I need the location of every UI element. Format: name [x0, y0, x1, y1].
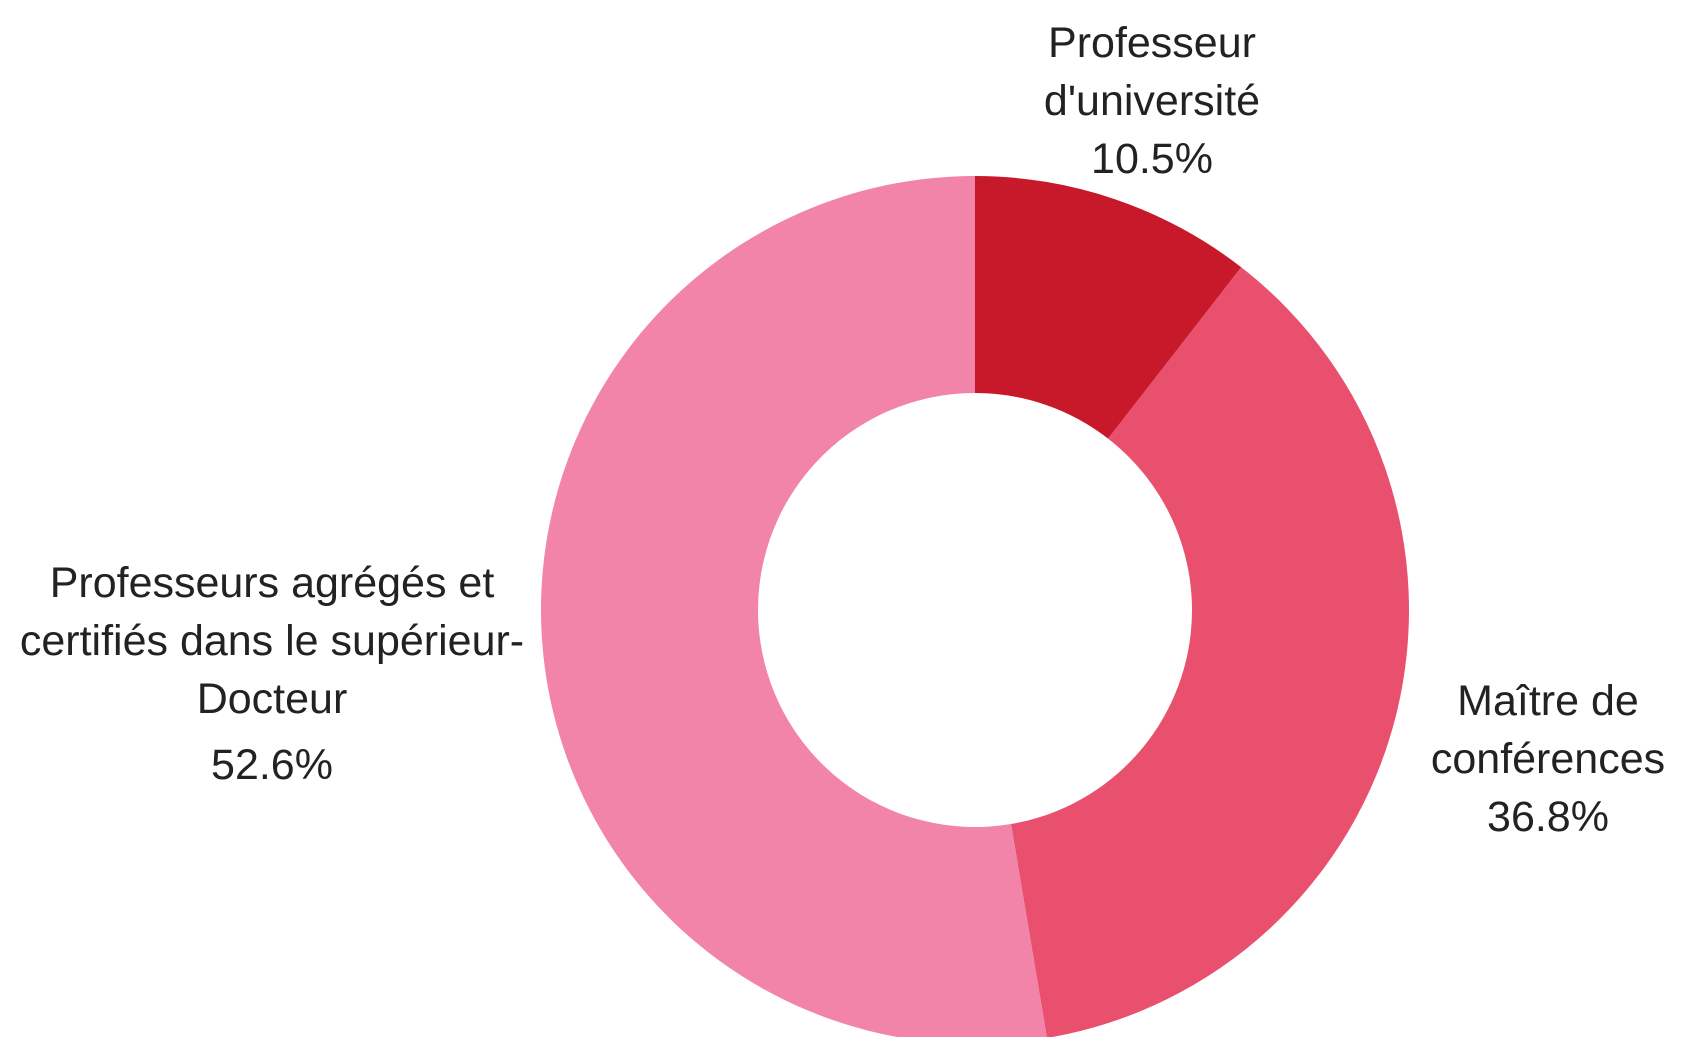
category-name: Maître de conférences: [1430, 677, 1666, 783]
donut-slice: [975, 176, 1242, 439]
value-label: 36.8%: [1487, 793, 1609, 841]
category-name: Professeur d'université: [1043, 19, 1261, 125]
value-label: 10.5%: [1091, 135, 1213, 183]
slice-label: Professeurs agrégés et certifiés dans le…: [12, 554, 532, 794]
slice-label: Maître de conférences 36.8%: [1408, 672, 1688, 846]
value-label: 52.6%: [211, 741, 333, 789]
donut-slice: [541, 176, 1047, 1037]
donut-slice: [1011, 267, 1409, 1037]
category-name: Professeurs agrégés et certifiés dans le…: [19, 559, 525, 723]
slice-label: Professeur d'université 10.5%: [1002, 14, 1302, 188]
